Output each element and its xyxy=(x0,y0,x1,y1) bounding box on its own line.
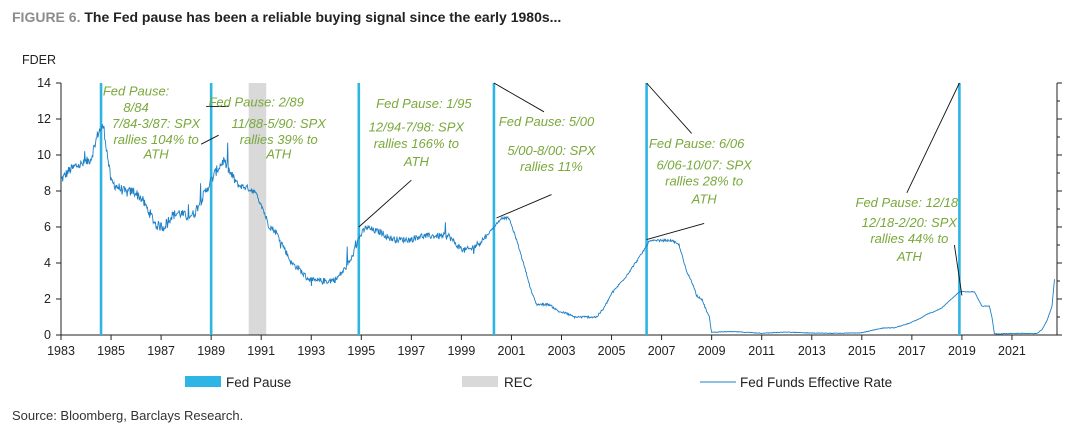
annotation-text: rallies 39% to xyxy=(240,132,318,147)
leader-line xyxy=(646,222,705,241)
annotation-text: 11/88-5/90: SPX xyxy=(231,116,327,131)
annotation-text: Fed Pause: 2/89 xyxy=(208,94,303,109)
annotation-text: Fed Pause: 12/18 xyxy=(856,195,959,210)
y-tick-label: 12 xyxy=(37,112,51,126)
x-tick-label: 1987 xyxy=(147,344,175,358)
annotation-text: ATH xyxy=(143,147,170,162)
y-tick-label: 10 xyxy=(37,148,51,162)
annotation-text: ATH xyxy=(691,192,718,207)
x-tick-label: 2005 xyxy=(598,344,626,358)
annotation-text: rallies 11% xyxy=(520,159,583,174)
recession-shading xyxy=(248,83,267,335)
annotation-leaders xyxy=(200,82,963,296)
recession-band xyxy=(248,83,267,335)
x-tick-label: 1989 xyxy=(197,344,225,358)
source-note: Source: Bloomberg, Barclays Research. xyxy=(12,408,244,423)
leader-line xyxy=(646,82,692,134)
figure-title: FIGURE 6. The Fed pause has been a relia… xyxy=(12,9,561,25)
x-tick-label: 2015 xyxy=(848,344,876,358)
leader-line xyxy=(953,244,963,296)
x-tick-label: 2017 xyxy=(898,344,926,358)
x-tick-label: 2009 xyxy=(698,344,726,358)
annotation-text: 5/00-8/00: SPX xyxy=(507,143,596,158)
legend-label: Fed Pause xyxy=(226,375,291,390)
x-tick-label: 1991 xyxy=(247,344,275,358)
annotation-text: 12/18-2/20: SPX xyxy=(862,215,959,230)
leader-line xyxy=(200,134,219,145)
legend-swatch-rec xyxy=(462,376,498,387)
figure-number: FIGURE 6. xyxy=(12,9,81,25)
annotation-text: ATH xyxy=(403,154,430,169)
annotation-text: Fed Pause: 6/06 xyxy=(649,136,745,151)
rate-series xyxy=(60,124,1055,335)
x-tick-label: 1983 xyxy=(47,344,75,358)
annotation-text: rallies 104% to xyxy=(113,132,198,147)
y-tick-label: 2 xyxy=(44,292,51,306)
x-tick-label: 2019 xyxy=(948,344,976,358)
x-tick-label: 1993 xyxy=(297,344,325,358)
annotation-text: ATH xyxy=(896,249,923,264)
legend: Fed Pause REC Fed Funds Effective Rate xyxy=(185,375,892,390)
x-tick-label: 2021 xyxy=(998,344,1026,358)
x-tick-label: 2003 xyxy=(548,344,576,358)
x-tick-label: 1995 xyxy=(347,344,375,358)
legend-label: Fed Funds Effective Rate xyxy=(740,375,892,390)
leader-line xyxy=(358,179,412,228)
annotation-text: Fed Pause: 5/00 xyxy=(499,114,595,129)
annotation-text: 6/06-10/07: SPX xyxy=(656,157,753,172)
fed-pause-bars xyxy=(99,83,961,335)
annotation-text: Fed Pause: 1/95 xyxy=(376,96,472,111)
figure-title-text: The Fed pause has been a reliable buying… xyxy=(84,9,562,25)
annotation-text: Fed Pause: xyxy=(103,84,170,99)
y-tick-label: 4 xyxy=(44,256,51,270)
x-tick-label: 2013 xyxy=(798,344,826,358)
x-tick-label: 1999 xyxy=(447,344,475,358)
x-tick-label: 2011 xyxy=(748,344,775,358)
legend-swatch-fed-pause xyxy=(185,376,221,387)
legend-label: REC xyxy=(504,375,533,390)
y-tick-label: 14 xyxy=(37,76,51,90)
annotation-text: ATH xyxy=(265,147,292,162)
y-tick-label: 6 xyxy=(44,220,51,234)
axes: FDER 0 2 4 6 8 10 12 14 1983 1985 1987 1989 1991 1993 1… xyxy=(22,53,1062,358)
annotation-text: rallies 44% to xyxy=(870,231,948,246)
x-tick-label: 2001 xyxy=(498,344,526,358)
rate-line xyxy=(60,124,1055,335)
x-tick-label: 1997 xyxy=(397,344,425,358)
x-tick-label: 2007 xyxy=(648,344,676,358)
annotation-text: 8/84 xyxy=(123,100,148,115)
annotation-text: rallies 166% to xyxy=(374,136,459,151)
annotation-text: 12/94-7/98: SPX xyxy=(369,120,466,135)
y-axis-label: FDER xyxy=(22,53,56,67)
leader-line xyxy=(496,194,552,219)
annotation-text: rallies 28% to xyxy=(665,174,743,189)
y-tick-label: 8 xyxy=(44,184,51,198)
annotation-text: 7/84-3/87: SPX xyxy=(112,116,201,131)
y-tick-label: 0 xyxy=(44,328,51,342)
x-tick-label: 1985 xyxy=(97,344,125,358)
leader-line xyxy=(493,82,545,113)
leader-line xyxy=(906,82,960,193)
